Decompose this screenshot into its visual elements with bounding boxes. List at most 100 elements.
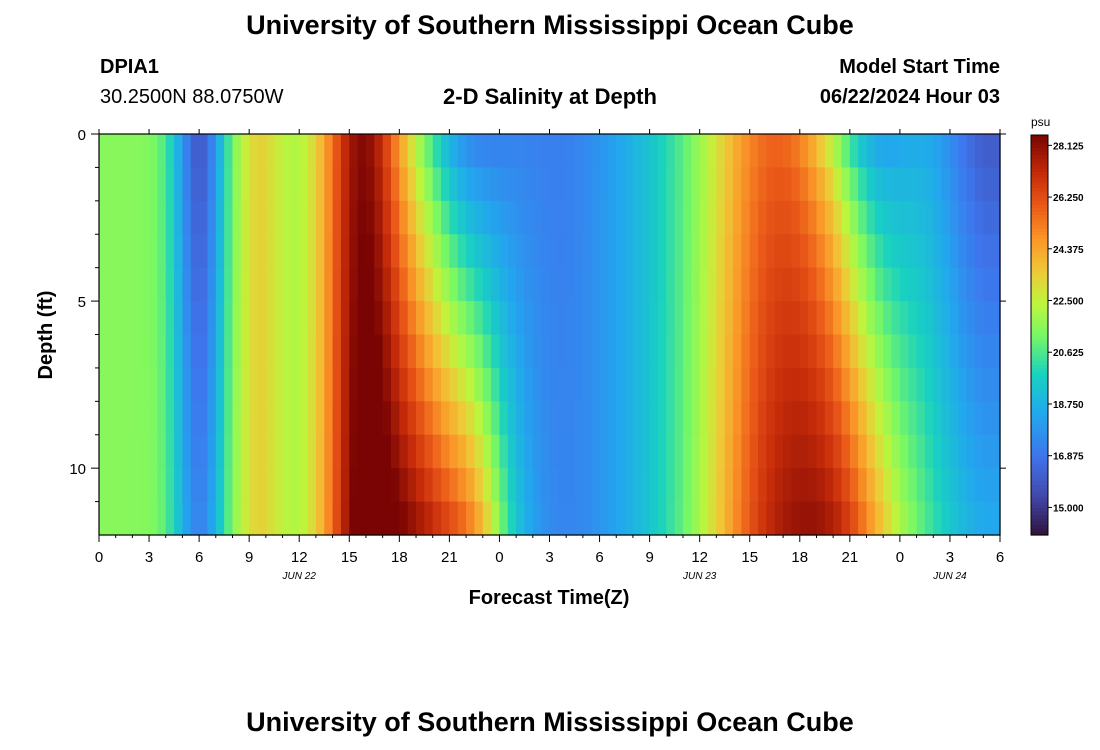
heatmap-cell — [557, 200, 567, 235]
x-tick-label: 6 — [595, 549, 603, 566]
heatmap-cell — [157, 468, 167, 503]
heatmap-cell — [390, 267, 400, 302]
colorbar-tick-label: 22.500 — [1053, 297, 1084, 308]
heatmap-cell — [115, 334, 125, 369]
heatmap-cell — [682, 434, 692, 469]
heatmap-cell — [657, 401, 667, 436]
heatmap-cell — [457, 468, 467, 503]
colorbar-segment — [1031, 388, 1048, 393]
heatmap-cell — [924, 501, 934, 536]
heatmap-cell — [257, 434, 267, 469]
heatmap-cell — [474, 468, 484, 503]
heatmap-cell — [265, 334, 275, 369]
heatmap-cell — [274, 401, 284, 436]
heatmap-cell — [607, 334, 617, 369]
heatmap-cell — [315, 134, 325, 169]
heatmap-cell — [808, 501, 818, 536]
heatmap-cell — [691, 367, 701, 402]
heatmap-cell — [232, 501, 242, 536]
heatmap-cell — [524, 334, 534, 369]
heatmap-cell — [641, 301, 651, 336]
heatmap-cell — [307, 367, 317, 402]
heatmap-cell — [541, 134, 551, 169]
heatmap-cell — [190, 367, 200, 402]
heatmap-cell — [257, 334, 267, 369]
heatmap-cell — [99, 367, 108, 402]
heatmap-cell — [566, 267, 576, 302]
heatmap-cell — [582, 434, 592, 469]
heatmap-cell — [858, 401, 868, 436]
heatmap-cell — [682, 367, 692, 402]
x-tick-label: 3 — [545, 549, 553, 566]
colorbar-segment — [1031, 158, 1048, 163]
heatmap-cell — [816, 468, 826, 503]
heatmap-cell — [491, 434, 501, 469]
heatmap-cell — [949, 134, 959, 169]
heatmap-cell — [958, 167, 968, 202]
heatmap-cell — [883, 401, 893, 436]
heatmap-cell — [240, 468, 250, 503]
heatmap-cell — [407, 468, 417, 503]
heatmap-cell — [307, 134, 317, 169]
colorbar-segment — [1031, 511, 1048, 516]
heatmap-cell — [199, 167, 209, 202]
heatmap-cell — [466, 501, 476, 536]
heatmap-cell — [783, 301, 793, 336]
heatmap-cell — [532, 468, 542, 503]
heatmap-cell — [574, 267, 584, 302]
heatmap-cell — [382, 301, 392, 336]
heatmap-cell — [307, 167, 317, 202]
heatmap-cell — [424, 267, 434, 302]
heatmap-cell — [599, 134, 609, 169]
heatmap-cell — [232, 134, 242, 169]
heatmap-cell — [891, 167, 901, 202]
heatmap-cell — [457, 267, 467, 302]
y-tick-label: 5 — [78, 294, 86, 311]
heatmap-cell — [466, 468, 476, 503]
heatmap-cell — [174, 267, 184, 302]
heatmap-cell — [891, 200, 901, 235]
heatmap-cell — [616, 267, 626, 302]
heatmap-cell — [708, 434, 717, 469]
heatmap-cell — [941, 434, 951, 469]
heatmap-cell — [199, 401, 209, 436]
heatmap-cell — [340, 301, 350, 336]
heatmap-cell — [107, 234, 117, 269]
heatmap-cell — [624, 501, 634, 536]
heatmap-cell — [691, 501, 701, 536]
heatmap-cell — [390, 501, 400, 536]
heatmap-cell — [482, 167, 492, 202]
heatmap-cell — [274, 200, 284, 235]
heatmap-cell — [182, 134, 192, 169]
heatmap-cell — [132, 301, 142, 336]
colorbar-segment — [1031, 265, 1048, 269]
heatmap-cell — [949, 301, 959, 336]
heatmap-cell — [983, 200, 993, 235]
heatmap-cell — [783, 468, 793, 503]
heatmap-cell — [866, 434, 876, 469]
colorbar-segment — [1031, 171, 1048, 176]
heatmap-cell — [774, 501, 784, 536]
heatmap-cell — [441, 167, 450, 202]
heatmap-cell — [407, 234, 417, 269]
heatmap-cell — [682, 234, 692, 269]
heatmap-cell — [149, 234, 158, 269]
heatmap-cell — [407, 134, 417, 169]
heatmap-cell — [124, 234, 133, 269]
heatmap-cell — [432, 501, 442, 536]
colorbar-segment — [1031, 411, 1048, 416]
heatmap-cell — [207, 200, 217, 235]
x-tick-label: 0 — [95, 549, 103, 566]
chart-title: University of Southern Mississippi Ocean… — [246, 10, 854, 40]
heatmap-cell — [799, 434, 809, 469]
colorbar-segment — [1031, 481, 1048, 486]
colorbar-segment — [1031, 281, 1048, 286]
heatmap-cell — [958, 334, 968, 369]
heatmap-cell — [424, 334, 434, 369]
heatmap-cell — [574, 367, 584, 402]
x-tick-label: 9 — [245, 549, 253, 566]
heatmap-cell — [224, 234, 234, 269]
heatmap-cell — [682, 167, 692, 202]
heatmap-cell — [524, 468, 534, 503]
heatmap-cell — [916, 134, 926, 169]
